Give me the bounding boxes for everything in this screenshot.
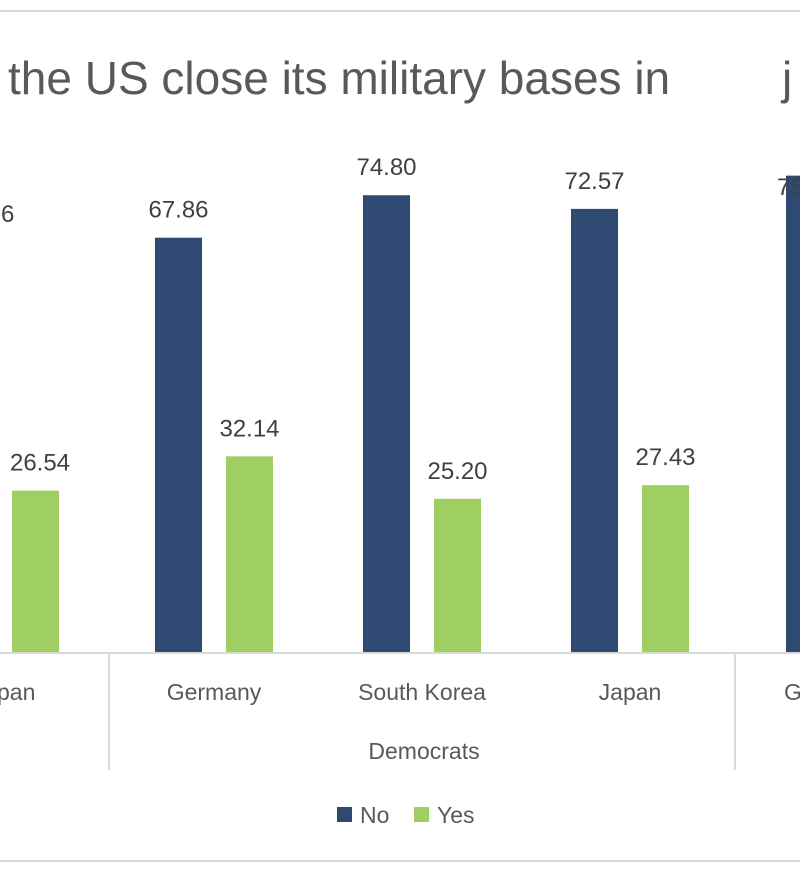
- category-label-south-korea: South Korea: [358, 679, 486, 705]
- chart-title-tail: j: [780, 52, 792, 104]
- group-label: Democrats: [368, 738, 479, 764]
- data-labels-layer: 67.86 32.14 74.80 25.20 72.57 27.43 26.54 6 78: [1, 154, 800, 485]
- label-no-south-korea: 74.80: [356, 154, 416, 181]
- category-label-germany: Germany: [167, 679, 262, 705]
- bar-yes-japan: [642, 485, 689, 653]
- legend: No Yes: [337, 802, 475, 828]
- label-yes-japan: 27.43: [635, 444, 695, 471]
- bar-yes-germany: [226, 456, 273, 653]
- bars-layer: [12, 175, 800, 654]
- bar-no-germany: [155, 237, 202, 654]
- legend-label-yes: Yes: [437, 802, 475, 828]
- legend-swatch-no: [337, 807, 352, 822]
- category-axis: Germany South Korea Japan pan G Democrats: [0, 652, 800, 770]
- label-no-partial-left: 6: [1, 201, 14, 228]
- legend-swatch-yes: [414, 807, 429, 822]
- category-label-japan: Japan: [599, 679, 662, 705]
- bar-no-partial-right: [786, 175, 800, 653]
- bar-no-south-korea: [363, 195, 410, 653]
- bar-yes-partial-left: [12, 490, 59, 653]
- label-no-partial-right: 78: [777, 174, 800, 201]
- chart-frame: [0, 10, 800, 862]
- legend-label-no: No: [360, 802, 389, 828]
- chart-title: the US close its military bases in: [8, 52, 670, 104]
- label-yes-south-korea: 25.20: [427, 458, 487, 485]
- bar-no-japan: [571, 208, 618, 654]
- label-no-japan: 72.57: [564, 168, 624, 195]
- bar-yes-south-korea: [434, 498, 481, 653]
- label-yes-partial-left: 26.54: [10, 450, 70, 477]
- label-yes-germany: 32.14: [219, 415, 279, 442]
- category-label-partial-left: pan: [0, 679, 35, 705]
- label-no-germany: 67.86: [148, 197, 208, 224]
- category-label-partial-right: G: [784, 679, 800, 705]
